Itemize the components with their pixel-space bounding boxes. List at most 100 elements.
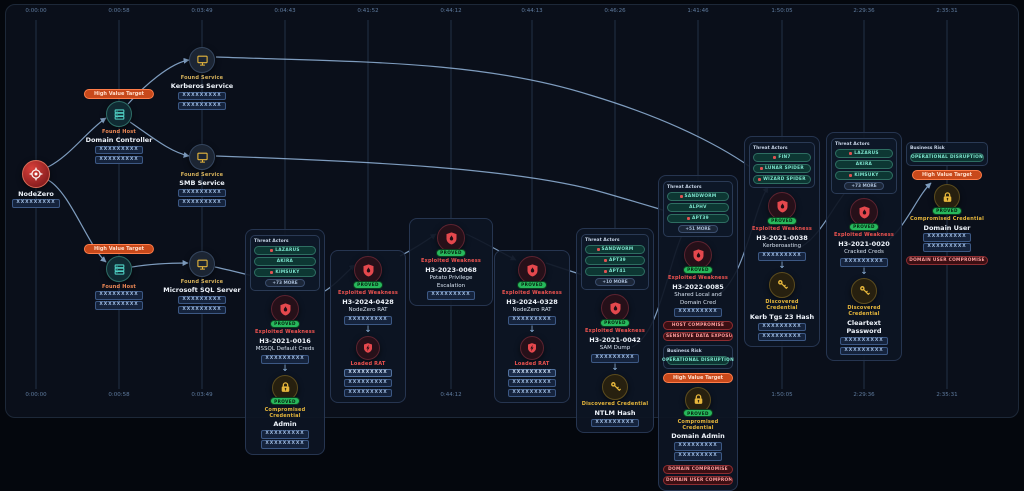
timeline-label: 1:50:05 (771, 392, 793, 398)
down-arrow-icon: ↓ (860, 266, 868, 277)
threat-actor-label: SANDWORM (684, 194, 717, 199)
shield-icon[interactable] (271, 295, 299, 323)
shield-icon[interactable] (601, 294, 629, 322)
redacted-value: XXXXXXXXX (923, 243, 971, 252)
monitor-icon[interactable] (189, 144, 215, 170)
compromise-pill: DOMAIN USER COMPROMISE (663, 475, 733, 485)
lock-icon[interactable] (272, 374, 298, 401)
card-sam-dump[interactable]: Threat Actors SANDWORM APT39 APT41 +10 MORE P… (576, 228, 654, 434)
shield-icon[interactable] (850, 198, 878, 226)
key-icon[interactable] (769, 271, 795, 298)
item-title: Kerberos Service (170, 82, 234, 90)
flag-icon (679, 195, 683, 198)
redacted-value: XXXXXXXXX (508, 316, 556, 325)
card-cracked-creds[interactable]: Threat Actors LAZARUS AKIRA KIMSUKY +73 MORE… (826, 132, 902, 362)
microsoft-sql-server-node[interactable]: Found Service Microsoft SQL Server XXXXXXX… (157, 251, 247, 315)
threat-actors-box: Threat Actors LAZARUS AKIRA KIMSUKY +73 MORE (831, 138, 897, 194)
item-title: H3-2021-0042 (589, 335, 641, 344)
item-title: H3-2024-0428 (342, 297, 394, 306)
monitor-icon[interactable] (189, 251, 215, 277)
key-icon[interactable] (851, 277, 877, 304)
key-icon[interactable] (602, 373, 628, 400)
shield-icon[interactable] (684, 241, 712, 269)
timeline-label: 0:41:52 (357, 8, 379, 14)
domain-controller-node[interactable]: High Value Target Found Host Domain Contro… (74, 89, 164, 165)
found-host-node[interactable]: High Value Target Found Host XXXXXXXXX XXXX… (74, 244, 164, 310)
timeline-label: 0:03:49 (191, 392, 213, 398)
nodezero-icon[interactable] (22, 160, 50, 188)
redacted-value: XXXXXXXXX (95, 155, 143, 165)
card-nodezero-rat-1[interactable]: PROVED Exploited Weakness H3-2024-0428 Node… (330, 250, 406, 404)
icon-group: Loaded RAT XXXXXXXXX XXXXXXXXX XXXXXXXXX (499, 335, 565, 398)
server-icon[interactable] (106, 256, 132, 282)
card-mssql-default-creds[interactable]: Threat Actors LAZARUS AKIRA KIMSUKY +73 MORE… (245, 229, 325, 455)
type-label: Found Service (180, 74, 224, 81)
smb-service-node[interactable]: Found Service SMB Service XXXXXXXXX XXXXXXX… (157, 144, 247, 208)
item-title: H3-2023-0068 (425, 265, 477, 274)
compromise-pill-list: DOMAIN USER COMPROMISE (906, 255, 988, 265)
threat-actor-label: APT39 (609, 258, 626, 263)
timeline-label: 0:04:43 (274, 8, 296, 14)
card-domain-user[interactable]: Business Risk OPERATIONAL DISRUPTION High … (901, 136, 993, 271)
item-subtitle: MSSQL Default Creds (255, 346, 315, 353)
flag-icon (849, 152, 853, 155)
threat-actor-label: APT39 (692, 216, 709, 221)
card-nodezero-rat-2[interactable]: PROVED Exploited Weakness H3-2024-0328 Node… (494, 250, 570, 404)
down-arrow-icon: ↓ (364, 324, 372, 335)
type-label: Found Service (180, 278, 224, 285)
threat-actor-label: WIZARD SPIDER (763, 177, 806, 182)
icon-group: PROVED Exploited Weakness H3-2021-0020 Crac… (831, 198, 897, 267)
redacted-value: XXXXXXXXX (508, 388, 556, 398)
type-label: Exploited Weakness (584, 328, 646, 334)
threat-actor-label: AKIRA (855, 162, 873, 167)
flag-icon (687, 217, 691, 220)
shield-bolt-icon[interactable] (520, 335, 544, 360)
card-shared-local-domain-cred[interactable]: Threat Actors SANDWORM ALPHV APT39 +51 MORE P… (658, 175, 738, 491)
attack-path-edge (215, 155, 684, 218)
item-subtitle: Kerberoasting (762, 243, 802, 250)
card-kerberoasting[interactable]: Threat Actors FIN7 LUNAR SPIDER WIZARD SPID… (744, 136, 820, 348)
icon-group: PROVED Exploited Weakness H3-2024-0328 Node… (499, 256, 565, 325)
timeline-label: 0:00:00 (25, 8, 47, 14)
threat-actor-pill: WIZARD SPIDER (753, 175, 811, 184)
redacted-value: XXXXXXXXX (178, 91, 226, 101)
shield-icon[interactable] (437, 224, 465, 252)
monitor-icon[interactable] (189, 47, 215, 73)
server-icon[interactable] (106, 101, 132, 127)
shield-bolt-icon[interactable] (356, 335, 380, 360)
icon-group: PROVED Exploited Weakness H3-2023-0068 Pota… (414, 224, 488, 300)
redacted-value: XXXXXXXXX (261, 430, 309, 439)
redacted-value: XXXXXXXXX (178, 305, 226, 315)
redacted-value: XXXXXXXXX (12, 199, 60, 208)
icon-group: PROVED Exploited Weakness H3-2021-0016 MSSQ… (250, 295, 320, 364)
type-label: Discovered Credential (765, 299, 799, 312)
more-actors-pill: +73 MORE (265, 279, 305, 287)
timeline-label: 1:41:46 (687, 8, 709, 14)
proved-badge: PROVED (516, 280, 548, 289)
shield-icon[interactable] (354, 256, 382, 284)
item-title: Domain Admin (671, 432, 725, 441)
shield-icon[interactable] (518, 256, 546, 284)
redacted-value: XXXXXXXXX (758, 332, 806, 342)
shield-icon[interactable] (768, 192, 796, 220)
type-label: Exploited Weakness (667, 275, 729, 281)
icon-group: PROVED Exploited Weakness H3-2022-0085 Shar… (663, 241, 733, 317)
more-actors-pill: +10 MORE (595, 278, 635, 286)
type-label: Found Host (101, 283, 137, 290)
kerberos-service-node[interactable]: Found Service Kerberos Service XXXXXXXXX XX… (157, 47, 247, 111)
threat-actors-box: Threat Actors SANDWORM ALPHV APT39 +51 MORE (663, 181, 733, 237)
lock-icon[interactable] (934, 184, 960, 210)
high-value-target-badge: High Value Target (83, 244, 155, 254)
timeline-label: 0:46:26 (604, 8, 626, 14)
down-arrow-icon: ↓ (281, 363, 289, 374)
down-arrow-icon: ↓ (778, 260, 786, 271)
flag-icon (849, 174, 853, 177)
nodezero-node[interactable]: NodeZero XXXXXXXXX (0, 160, 81, 208)
flag-icon (270, 249, 274, 252)
card-potato-privilege-escalation[interactable]: PROVED Exploited Weakness H3-2023-0068 Pota… (409, 218, 493, 306)
redacted-value: XXXXXXXXX (674, 308, 722, 317)
timeline-label: 0:44:12 (440, 8, 462, 14)
item-title: H3-2022-0085 (672, 282, 724, 291)
attack-path-edge (47, 117, 107, 168)
item-title: Admin (273, 420, 297, 429)
